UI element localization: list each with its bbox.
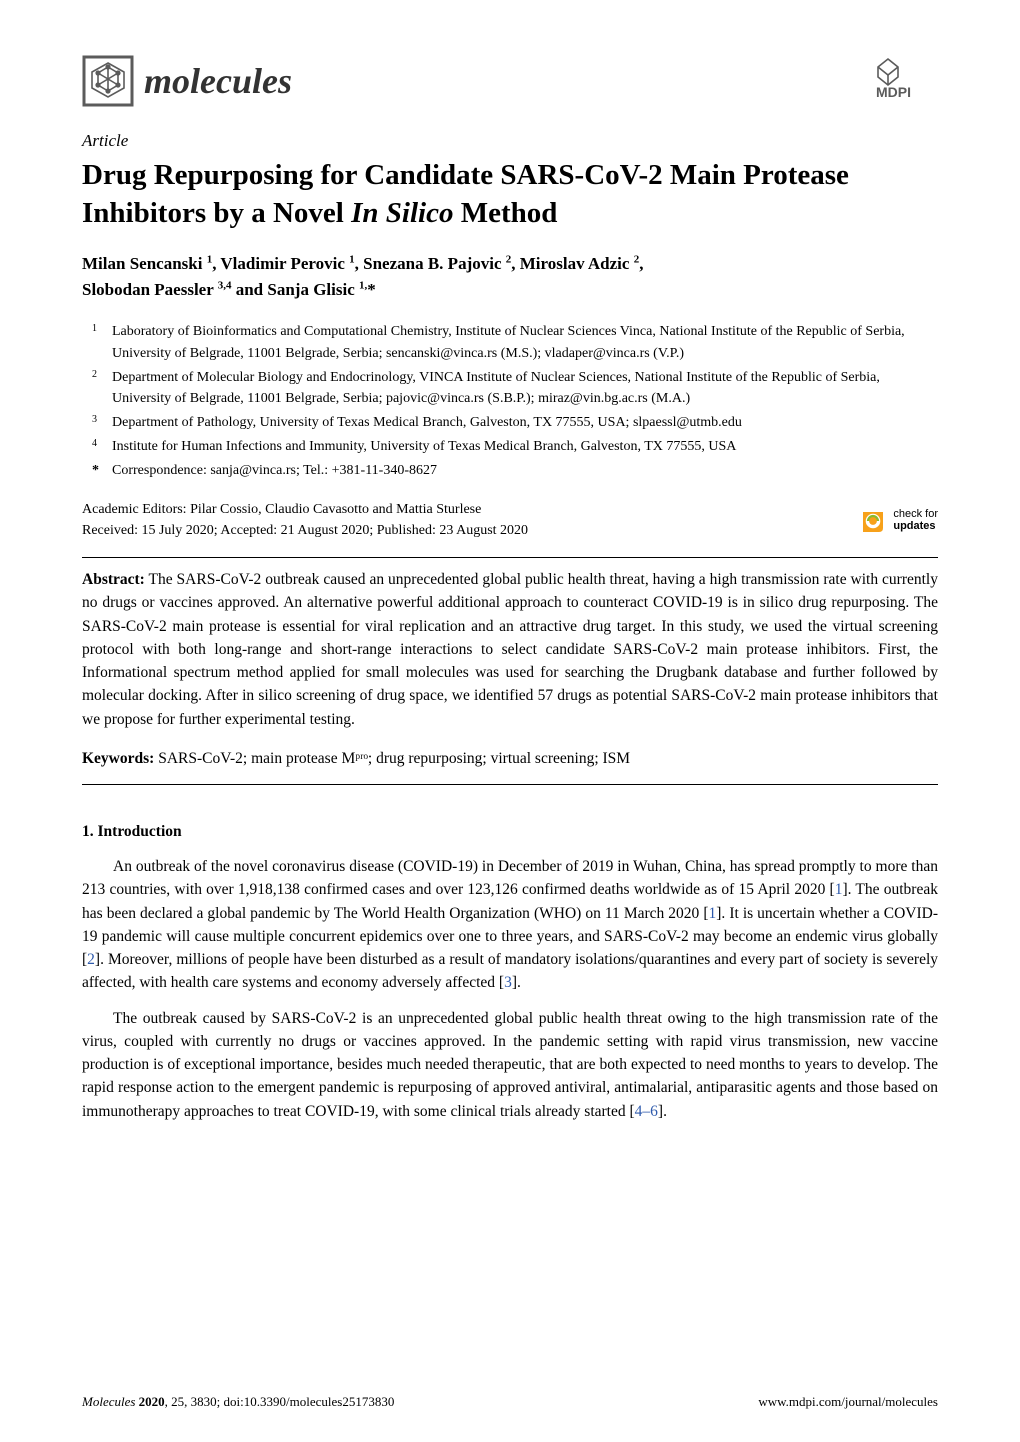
meta-row: Academic Editors: Pilar Cossio, Claudio … (82, 499, 938, 541)
author-4: , Miroslav Adzic (511, 254, 633, 273)
title-part2: Method (453, 197, 557, 229)
footer-right: www.mdpi.com/journal/molecules (758, 1394, 938, 1410)
svg-text:MDPI: MDPI (876, 84, 911, 99)
footer-rest: , 25, 3830; doi:10.3390/molecules2517383… (165, 1394, 395, 1409)
author-2: , Vladimir Perovic (212, 254, 349, 273)
section-heading-intro: 1. Introduction (82, 823, 938, 841)
ref-link[interactable]: 2 (87, 951, 95, 968)
ref-link[interactable]: 6 (650, 1103, 658, 1120)
affiliation-row: 1 Laboratory of Bioinformatics and Compu… (82, 321, 938, 364)
p1-a: An outbreak of the novel coronavirus dis… (82, 858, 938, 898)
footer-journal: Molecules (82, 1394, 139, 1409)
affiliation-text: Department of Pathology, University of T… (112, 412, 938, 434)
abstract-text: The SARS-CoV-2 outbreak caused an unprec… (82, 571, 938, 728)
title-italic: In Silico (351, 197, 453, 229)
journal-logo-icon (82, 55, 134, 107)
received-accepted-published: Received: 15 July 2020; Accepted: 21 Aug… (82, 520, 528, 541)
affiliation-text: Correspondence: sanja@vinca.rs; Tel.: +3… (112, 460, 938, 482)
publisher-logo-icon: MDPI (874, 55, 938, 99)
affiliations-block: 1 Laboratory of Bioinformatics and Compu… (82, 321, 938, 481)
affiliation-text: Laboratory of Bioinformatics and Computa… (112, 321, 938, 364)
keywords-text: SARS-CoV-2; main protease Mᵖʳᵒ; drug rep… (154, 750, 630, 767)
abstract-label: Abstract: (82, 571, 145, 588)
author-6: and Sanja Glisic (231, 280, 359, 299)
affiliation-num: 4 (82, 436, 112, 458)
check-for-updates-badge[interactable]: check for updates (859, 506, 938, 534)
affiliation-num: 2 (82, 367, 112, 410)
footer-row: Molecules 2020, 25, 3830; doi:10.3390/mo… (82, 1394, 938, 1410)
check-updates-line2: updates (893, 520, 938, 532)
author-5: Slobodan Paessler (82, 280, 218, 299)
divider-bottom (82, 784, 938, 785)
check-updates-line1: check for (893, 508, 938, 520)
keywords-block: Keywords: SARS-CoV-2; main protease Mᵖʳᵒ… (82, 747, 938, 770)
p2-c: ]. (658, 1103, 667, 1120)
check-updates-icon (859, 506, 887, 534)
p1-e: ]. (512, 974, 521, 991)
authors-block: Milan Sencanski 1, Vladimir Perovic 1, S… (82, 251, 938, 302)
footer-left: Molecules 2020, 25, 3830; doi:10.3390/mo… (82, 1394, 394, 1410)
affiliation-row: 2 Department of Molecular Biology and En… (82, 367, 938, 410)
author-1: Milan Sencanski (82, 254, 207, 273)
abstract-block: Abstract: The SARS-CoV-2 outbreak caused… (82, 568, 938, 731)
affiliation-row: 4 Institute for Human Infections and Imm… (82, 436, 938, 458)
editors-received: Academic Editors: Pilar Cossio, Claudio … (82, 499, 528, 541)
journal-name: molecules (144, 60, 292, 102)
affiliation-text: Department of Molecular Biology and Endo… (112, 367, 938, 410)
ref-link[interactable]: 3 (504, 974, 512, 991)
affiliation-num: 1 (82, 321, 112, 364)
affiliation-row: * Correspondence: sanja@vinca.rs; Tel.: … (82, 460, 938, 482)
author-3: , Snezana B. Pajovic (355, 254, 506, 273)
footer-year: 2020 (139, 1394, 165, 1409)
body-paragraph: An outbreak of the novel coronavirus dis… (82, 855, 938, 995)
author-corresp: * (367, 280, 376, 299)
journal-logo-block: molecules (82, 55, 292, 107)
affiliation-row: 3 Department of Pathology, University of… (82, 412, 938, 434)
affiliation-num: 3 (82, 412, 112, 434)
affiliation-corresp-mark: * (82, 460, 112, 482)
affiliation-text: Institute for Human Infections and Immun… (112, 436, 938, 458)
check-updates-text: check for updates (893, 508, 938, 532)
divider-top (82, 557, 938, 558)
article-title: Drug Repurposing for Candidate SARS-CoV-… (82, 157, 938, 232)
article-type: Article (82, 131, 938, 151)
author-comma: , (639, 254, 643, 273)
body-paragraph: The outbreak caused by SARS-CoV-2 is an … (82, 1007, 938, 1123)
p2-a: The outbreak caused by SARS-CoV-2 is an … (82, 1010, 938, 1120)
author-5-sup: 3,4 (218, 279, 232, 291)
ref-dash: – (642, 1103, 650, 1120)
academic-editors: Academic Editors: Pilar Cossio, Claudio … (82, 499, 528, 520)
header-row: molecules MDPI (82, 55, 938, 107)
keywords-label: Keywords: (82, 750, 154, 767)
